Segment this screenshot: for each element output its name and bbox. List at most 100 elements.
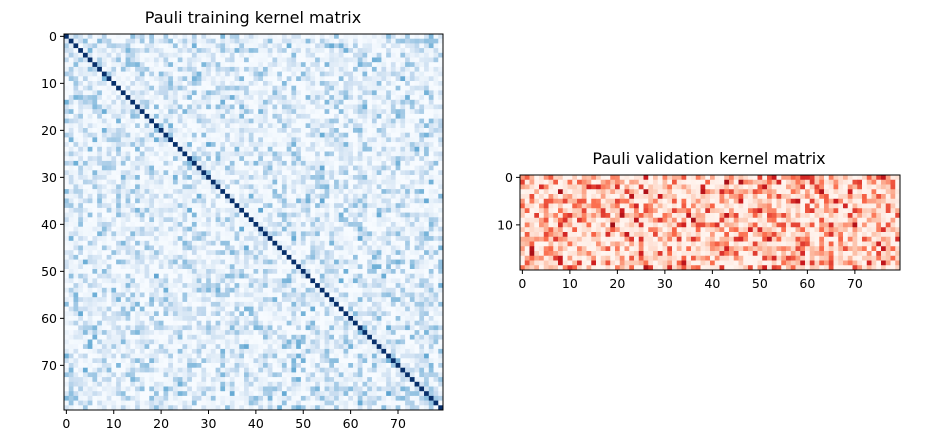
- training-cell: [262, 301, 269, 307]
- training-cell: [149, 128, 155, 134]
- training-cell: [239, 43, 245, 49]
- training-cell: [405, 179, 411, 185]
- training-cell: [106, 198, 112, 204]
- training-cell: [64, 273, 70, 279]
- training-cell: [367, 62, 373, 68]
- training-cell: [111, 222, 117, 228]
- training-cell: [182, 325, 188, 331]
- training-cell: [106, 297, 112, 303]
- training-cell: [357, 128, 363, 134]
- training-cell: [424, 189, 430, 195]
- training-cell: [116, 118, 122, 124]
- training-cell: [172, 189, 179, 195]
- training-cell: [315, 189, 321, 195]
- training-cell: [305, 123, 311, 129]
- training-cell: [87, 175, 93, 181]
- training-cell: [390, 264, 396, 270]
- training-cell: [315, 48, 321, 54]
- training-cell: [310, 264, 316, 270]
- training-cell: [277, 104, 283, 110]
- training-cell: [376, 109, 382, 115]
- training-cell: [68, 226, 74, 232]
- training-cell: [64, 90, 70, 96]
- training-cell: [267, 170, 273, 176]
- training-cell: [206, 66, 212, 72]
- training-cell: [139, 179, 145, 185]
- training-cell: [400, 170, 406, 176]
- training-cell: [414, 71, 420, 77]
- training-cell: [106, 43, 112, 49]
- training-cell: [163, 99, 169, 105]
- training-cell: [120, 301, 126, 307]
- training-cell: [381, 118, 387, 124]
- training-cell: [438, 189, 444, 195]
- training-cell: [438, 76, 444, 82]
- training-cell: [101, 269, 107, 275]
- training-cell: [196, 297, 202, 303]
- training-cell: [92, 71, 98, 77]
- training-cell: [376, 301, 382, 307]
- training-cell: [215, 231, 221, 237]
- training-cell: [144, 245, 150, 251]
- training-cell: [106, 207, 112, 213]
- training-cell: [206, 273, 212, 279]
- training-cell: [367, 156, 373, 162]
- training-cell: [111, 76, 117, 82]
- training-cell: [234, 71, 240, 77]
- training-cell: [348, 297, 354, 303]
- training-cell: [381, 81, 387, 87]
- training-cell: [172, 146, 179, 152]
- training-cell: [277, 128, 283, 134]
- training-cell: [258, 273, 264, 279]
- training-cell: [144, 189, 150, 195]
- training-cell: [130, 48, 136, 54]
- training-cell: [172, 184, 179, 190]
- training-cell: [286, 142, 292, 148]
- training-cell: [390, 231, 396, 237]
- training-cell: [286, 226, 292, 232]
- training-cell: [229, 38, 235, 44]
- training-cell: [405, 245, 411, 251]
- training-cell: [348, 52, 354, 58]
- training-cell: [343, 217, 349, 223]
- training-cell: [400, 203, 406, 209]
- training-cell: [291, 109, 297, 115]
- training-cell: [438, 193, 444, 199]
- training-cell: [438, 151, 444, 157]
- training-cell: [248, 287, 254, 293]
- training-cell: [220, 240, 226, 246]
- training-cell: [168, 146, 174, 152]
- training-cell: [267, 132, 273, 138]
- training-cell: [334, 123, 340, 129]
- training-cell: [300, 301, 306, 307]
- training-cell: [258, 48, 264, 54]
- training-cell: [338, 269, 344, 275]
- training-cell: [315, 81, 321, 87]
- training-cell: [78, 109, 84, 115]
- training-cell: [400, 34, 406, 40]
- training-cell: [182, 273, 188, 279]
- training-cell: [92, 222, 98, 228]
- training-cell: [376, 184, 382, 190]
- training-cell: [139, 71, 145, 77]
- training-cell: [400, 320, 406, 326]
- training-cell: [281, 245, 288, 251]
- training-cell: [177, 250, 183, 256]
- training-cell: [262, 71, 269, 77]
- training-cell: [262, 287, 269, 293]
- training-cell: [101, 62, 107, 68]
- training-cell: [201, 109, 207, 115]
- training-cell: [315, 226, 321, 232]
- training-cell: [362, 66, 368, 72]
- training-cell: [191, 316, 197, 322]
- training-cell: [376, 306, 382, 312]
- training-cell: [172, 104, 179, 110]
- training-cell: [315, 320, 321, 326]
- training-cell: [262, 306, 269, 312]
- training-cell: [116, 62, 122, 68]
- training-cell: [244, 76, 250, 82]
- training-cell: [438, 123, 444, 129]
- training-cell: [210, 325, 216, 331]
- training-cell: [367, 118, 373, 124]
- training-cell: [381, 90, 387, 96]
